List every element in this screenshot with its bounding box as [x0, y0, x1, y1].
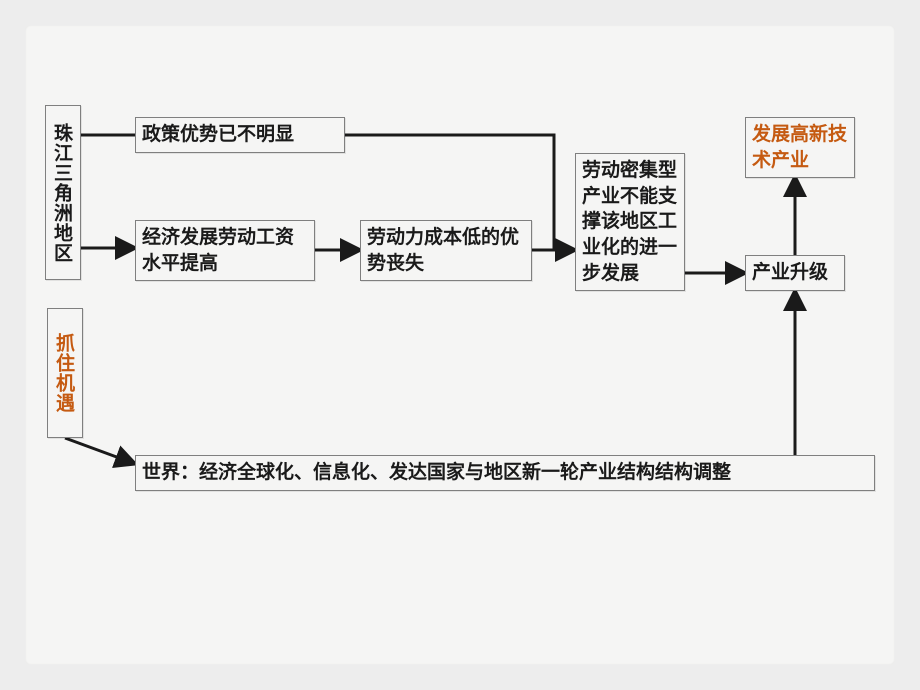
- node-upgrade: 产业升级: [745, 255, 845, 291]
- node-region: 珠江三角洲地区: [45, 105, 81, 280]
- node-laborcost: 劳动力成本低的优势丧失: [360, 220, 532, 281]
- node-hightech: 发展高新技术产业: [745, 117, 855, 178]
- node-world: 世界：经济全球化、信息化、发达国家与地区新一轮产业结构结构调整: [135, 455, 875, 491]
- node-opportunity: 抓住机遇: [47, 308, 83, 438]
- node-wage: 经济发展劳动工资水平提高: [135, 220, 315, 281]
- node-policy: 政策优势已不明显: [135, 117, 345, 153]
- slide-canvas: 珠江三角洲地区 抓住机遇 政策优势已不明显 经济发展劳动工资水平提高 劳动力成本…: [25, 25, 895, 665]
- node-labor-intensive: 劳动密集型产业不能支撑该地区工业化的进一步发展: [575, 153, 685, 291]
